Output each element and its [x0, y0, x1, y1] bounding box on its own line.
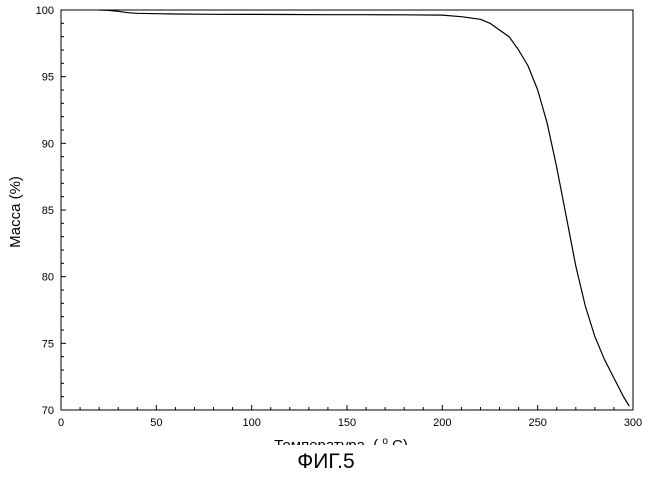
x-tick-label: 300	[624, 417, 642, 429]
y-tick-label: 80	[42, 272, 54, 284]
x-axis-title-unit-open: (	[373, 437, 378, 445]
y-tick-label: 85	[42, 205, 54, 217]
series-line-0	[99, 10, 629, 406]
y-tick-label: 75	[42, 338, 54, 350]
x-tick-label: 200	[433, 417, 451, 429]
series-layer	[99, 10, 629, 406]
x-axis-title-unit-celsius: C)	[392, 437, 408, 445]
plot-frame	[61, 10, 633, 410]
figure-caption: ФИГ.5	[0, 450, 652, 474]
x-tick-label: 100	[242, 417, 260, 429]
y-tick-label: 95	[42, 72, 54, 84]
x-tick-label: 250	[528, 417, 546, 429]
x-tick-label: 150	[338, 417, 356, 429]
y-tick-label: 100	[36, 5, 54, 17]
y-axis-title: Масса (%)	[7, 176, 24, 248]
x-axis-title: Температура ( o C)	[274, 431, 408, 445]
tga-chart: 70 75 80 85 90 95 100 0 50 100 150 200 250 300 Масса…	[0, 0, 652, 445]
x-tick-label: 0	[58, 417, 64, 429]
x-axis-ticks: 0 50 100 150 200 250 300	[58, 405, 642, 429]
y-tick-label: 90	[42, 138, 54, 150]
x-axis-title-text: Температура	[274, 437, 366, 445]
x-tick-label: 50	[150, 417, 162, 429]
x-axis-title-unit-degree: o	[382, 436, 388, 445]
y-tick-label: 70	[42, 405, 54, 417]
